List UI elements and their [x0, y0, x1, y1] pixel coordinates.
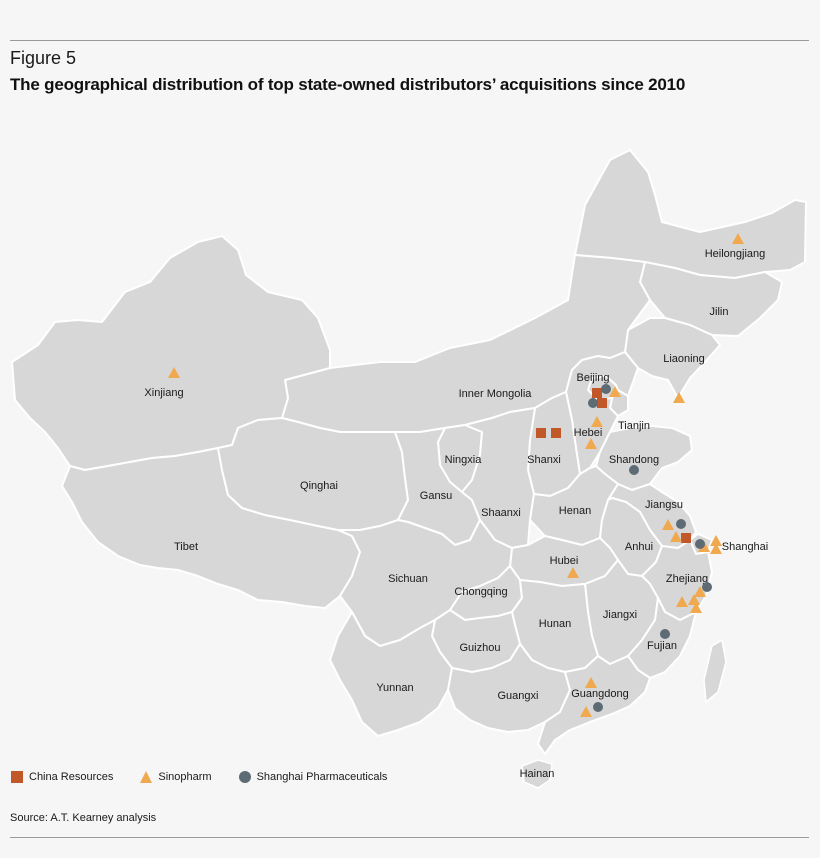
province-label: Yunnan [376, 682, 413, 694]
sinopharm-marker [710, 535, 722, 546]
province-label: Xinjiang [144, 387, 183, 399]
shanghai-pharmaceuticals-marker [695, 539, 705, 549]
figure-label: Figure 5 [10, 48, 77, 68]
province-label: Chongqing [454, 586, 507, 598]
sinopharm-marker [567, 567, 579, 578]
shanghai-pharmaceuticals-marker [702, 582, 712, 592]
province-label: Jiangxi [603, 609, 637, 621]
sinopharm-marker [662, 519, 674, 530]
legend-label: China Resources [29, 771, 114, 783]
province-label: Hubei [550, 555, 579, 567]
province-label: Jilin [710, 306, 729, 318]
province-label: Anhui [625, 541, 653, 553]
source-note: Source: A.T. Kearney analysis [10, 812, 157, 824]
province-label: Hunan [539, 618, 571, 630]
sinopharm-marker [694, 586, 706, 597]
sinopharm-marker [676, 596, 688, 607]
sinopharm-marker [580, 706, 592, 717]
sinopharm-marker [710, 543, 722, 554]
legend-item-shanghai-pharmaceuticals: Shanghai Pharmaceuticals [238, 770, 388, 784]
legend: China Resources Sinopharm Shanghai Pharm… [10, 769, 413, 785]
province-label: Sichuan [388, 573, 428, 585]
province-label: Fujian [647, 640, 677, 652]
province-yunnan [329, 611, 453, 737]
province-labels: Heilongjiang Jilin Liaoning Inner Mongolia B… [144, 248, 768, 780]
china-resources-marker [592, 388, 602, 398]
shanghai-pharmaceuticals-marker [593, 702, 603, 712]
province-label: Jiangsu [645, 499, 683, 511]
province-label: Inner Mongolia [459, 388, 533, 400]
province-label: Guizhou [460, 642, 501, 654]
province-label: Hebei [574, 427, 603, 439]
china-resources-marker [597, 398, 607, 408]
legend-label: Sinopharm [158, 771, 212, 783]
sinopharm-marker [688, 594, 700, 605]
shanghai-pharmaceuticals-marker [601, 384, 611, 394]
taiwan-island [703, 638, 727, 704]
legend-item-china-resources: China Resources [10, 770, 113, 784]
province-label: Heilongjiang [705, 248, 766, 260]
province-jilin [639, 261, 783, 337]
shanghai-pharmaceuticals-marker [676, 519, 686, 529]
province-label: Hainan [520, 768, 555, 780]
square-icon [11, 771, 23, 783]
province-label: Shandong [609, 454, 659, 466]
province-label: Qinghai [300, 480, 338, 492]
province-label: Shanxi [527, 454, 561, 466]
china-resources-marker [681, 533, 691, 543]
province-label: Shanghai [722, 541, 769, 553]
figure-title: The geographical distribution of top sta… [10, 75, 686, 94]
province-shapes [11, 149, 807, 789]
province-liaoning [624, 317, 721, 399]
province-hainan [521, 759, 553, 789]
shanghai-pharmaceuticals-marker [588, 398, 598, 408]
province-label: Guangxi [498, 690, 539, 702]
sinopharm-marker [670, 531, 682, 542]
sinopharm-marker [585, 677, 597, 688]
province-label: Gansu [420, 490, 452, 502]
province-label: Ningxia [445, 454, 483, 466]
china-resources-marker [536, 428, 546, 438]
china-resources-marker [551, 428, 561, 438]
acquisition-markers [168, 233, 744, 717]
province-label: Beijing [576, 372, 609, 384]
legend-item-sinopharm: Sinopharm [139, 770, 212, 784]
province-label: Tibet [174, 541, 198, 553]
triangle-icon [140, 771, 153, 783]
shanghai-pharmaceuticals-marker [629, 465, 639, 475]
shanghai-pharmaceuticals-marker [660, 629, 670, 639]
province-label: Shaanxi [481, 507, 521, 519]
bottom-rule [10, 837, 809, 838]
sinopharm-marker [585, 438, 597, 449]
province-label: Guangdong [571, 688, 629, 700]
province-label: Zhejiang [666, 573, 708, 585]
province-label: Liaoning [663, 353, 705, 365]
top-rule [10, 40, 809, 41]
province-label: Henan [559, 505, 591, 517]
sinopharm-marker [609, 386, 621, 397]
province-label: Tianjin [618, 420, 650, 432]
sinopharm-marker [168, 367, 180, 378]
legend-label: Shanghai Pharmaceuticals [256, 771, 388, 783]
sinopharm-marker [591, 416, 603, 427]
sinopharm-marker [732, 233, 744, 244]
circle-icon [238, 771, 251, 783]
sinopharm-marker [690, 602, 702, 613]
sinopharm-marker [673, 392, 685, 403]
